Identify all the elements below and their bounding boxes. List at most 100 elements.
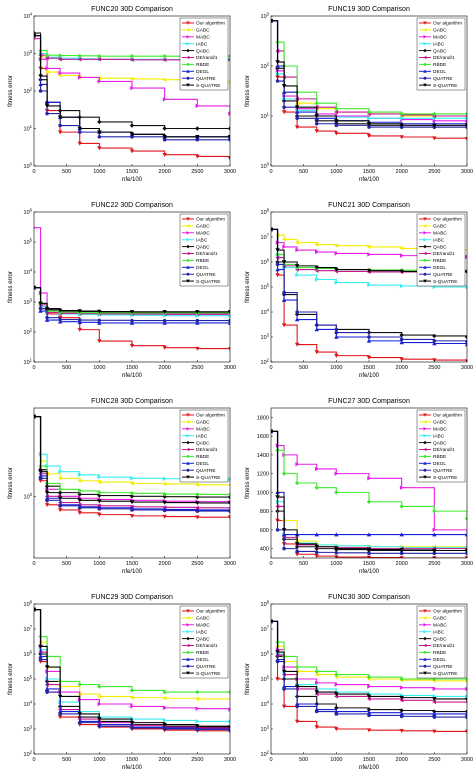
data-point-qabc — [77, 492, 82, 497]
legend-marker-mabc — [186, 427, 190, 431]
data-point-quatre — [97, 507, 102, 511]
data-point-iabc — [58, 469, 63, 474]
data-point-our-algorithm — [57, 508, 63, 513]
data-point-de-rand-1 — [195, 505, 200, 511]
y-axis-label: fitness error — [8, 663, 14, 695]
data-point-qabc — [432, 333, 437, 339]
series-layer — [271, 18, 467, 141]
data-point-rbde — [399, 676, 404, 682]
data-point-gabc — [464, 680, 467, 683]
data-point-iabc — [465, 284, 467, 290]
chart-panel-func27: FUNC27 30D Comparison 0 500 1000 1500 2000 250… — [237, 392, 474, 587]
chart-panel-func30: FUNC30 30D Comparison 0 500 1000 1500 2000 250… — [237, 588, 474, 783]
data-point-s-quatre — [432, 697, 437, 702]
x-tick-label: 3000 — [224, 365, 236, 371]
data-point-iabc — [228, 477, 230, 482]
series-line-iabc — [271, 620, 467, 698]
legend-label-rbde: RBDE — [433, 258, 446, 264]
chart-title: FUNC29 30D Comparison — [91, 594, 173, 601]
y-tick-label: 600 — [260, 528, 269, 534]
legend-marker-quatre — [186, 76, 190, 80]
data-point-our-algorithm — [464, 556, 467, 558]
data-point-mabc — [130, 85, 135, 91]
data-point-our-algorithm — [334, 131, 339, 136]
x-tick-label: 500 — [299, 365, 308, 371]
data-point-rbde — [399, 504, 404, 509]
data-point-de-rand-1 — [162, 57, 167, 62]
data-point-s-quatre — [399, 123, 404, 128]
y-tick-label: 105 — [24, 675, 33, 684]
data-point-rbde — [97, 684, 102, 689]
data-point-s-quatre — [129, 310, 135, 315]
data-point-s-quatre — [399, 548, 404, 553]
data-point-de-rand-1 — [464, 700, 467, 704]
y-tick-label: 104 — [24, 700, 33, 709]
y-tick-label: 105 — [261, 283, 270, 292]
x-tick-label: 0 — [32, 757, 35, 763]
legend-marker-mabc — [423, 623, 427, 627]
data-point-s-quatre — [38, 644, 43, 649]
data-point-qabc — [334, 705, 339, 711]
x-tick-label: 3000 — [461, 757, 473, 763]
legend: Our algorithmGABCMABCIABCQABCDE/rand/1RB… — [179, 605, 229, 679]
data-point-mabc — [465, 686, 467, 692]
x-tick-label: 0 — [32, 561, 35, 567]
data-point-rbde — [464, 111, 467, 117]
data-point-quatre — [275, 528, 280, 532]
x-tick-label: 1500 — [363, 757, 375, 763]
data-point-de-rand-1 — [44, 55, 49, 61]
data-point-s-quatre — [464, 548, 467, 553]
x-tick-label: 1500 — [363, 561, 375, 567]
data-point-our-algorithm — [314, 129, 319, 134]
data-point-mabc — [367, 476, 372, 481]
data-point-our-algorithm — [275, 677, 280, 682]
data-point-de-rand-1 — [366, 696, 371, 702]
data-point-gabc — [162, 696, 167, 701]
series-line-s-quatre — [271, 228, 467, 273]
data-point-s-quatre — [195, 310, 200, 315]
data-point-rbde — [294, 664, 300, 670]
x-axis-label: nfe/100 — [359, 569, 380, 575]
x-tick-label: 2500 — [191, 561, 203, 567]
legend-label-mabc: MABC — [433, 427, 447, 433]
legend-label-iabc: IABC — [433, 433, 445, 439]
data-point-quatre — [97, 724, 102, 728]
x-tick-label: 3000 — [461, 169, 473, 175]
x-tick-label: 0 — [32, 169, 35, 175]
data-point-degl — [366, 532, 372, 537]
x-tick-label: 1000 — [93, 169, 105, 175]
x-tick-label: 2000 — [159, 561, 171, 567]
data-point-gabc — [195, 482, 200, 487]
data-point-our-algorithm — [334, 727, 339, 732]
data-point-s-quatre — [314, 544, 319, 549]
series-line-de-rand-1 — [271, 20, 467, 117]
data-point-s-quatre — [129, 720, 135, 725]
data-point-our-algorithm — [294, 125, 300, 130]
y-tick-label: 108 — [261, 208, 270, 217]
data-point-rbde — [162, 491, 167, 497]
y-tick-label: 103 — [261, 333, 270, 342]
data-point-s-quatre — [77, 126, 82, 131]
legend-label-quatre: QUATRE — [433, 76, 453, 82]
data-point-our-algorithm — [366, 728, 372, 733]
legend-marker-rbde — [423, 62, 427, 67]
y-tick-label: 800 — [260, 509, 269, 515]
data-point-our-algorithm — [227, 156, 230, 161]
data-point-quatre — [465, 715, 467, 719]
data-point-s-quatre — [275, 495, 280, 500]
data-point-our-algorithm — [432, 729, 437, 734]
legend-label-de-rand-1: DE/rand/1 — [433, 643, 455, 649]
y-tick-label: 1400 — [257, 453, 269, 459]
data-point-our-algorithm — [97, 146, 102, 151]
legend-label-iabc: IABC — [196, 433, 208, 439]
y-axis-label: fitness error — [8, 75, 14, 107]
y-tick-label: 102 — [24, 87, 33, 96]
data-point-mabc — [334, 682, 339, 687]
y-tick-label: 107 — [261, 233, 270, 242]
data-point-rbde — [129, 53, 135, 59]
data-point-quatre — [465, 551, 467, 556]
y-axis-label: fitness error — [245, 75, 251, 107]
data-point-s-quatre — [275, 650, 280, 655]
data-point-gabc — [464, 248, 467, 252]
x-tick-label: 2500 — [191, 169, 203, 175]
